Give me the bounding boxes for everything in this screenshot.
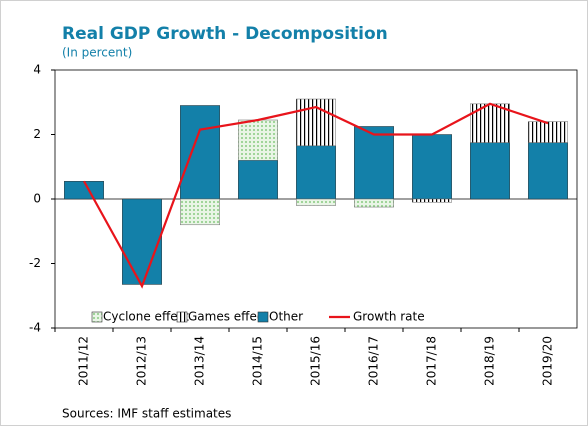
legend-label: Other [269, 310, 303, 324]
legend-label: Games effect [188, 310, 268, 324]
x-tick-label: 2012/13 [135, 336, 149, 386]
y-tick-label: 4 [33, 63, 41, 77]
bar-segment [412, 198, 452, 203]
bar-segment [122, 198, 162, 285]
bar-segment [354, 198, 394, 208]
bar-segment [296, 198, 336, 206]
chart-subtitle: (In percent) [62, 46, 132, 60]
x-tick-label: 2015/16 [309, 336, 323, 386]
legend-swatch [176, 311, 188, 323]
chart-title: Real GDP Growth - Decomposition [62, 24, 388, 44]
legend-item: Games effect [176, 310, 268, 324]
y-tick-label: -2 [29, 256, 41, 270]
x-tick-label: 2016/17 [367, 336, 381, 386]
x-tick-label: 2014/15 [251, 336, 265, 386]
bar-segment [238, 160, 278, 200]
legend-label: Cyclone effect [103, 310, 189, 324]
bar-segment [296, 145, 336, 200]
legend-swatch [91, 311, 103, 323]
x-tick-label: 2017/18 [425, 336, 439, 386]
bar-segment [238, 119, 278, 161]
x-tick-label: 2018/19 [483, 336, 497, 386]
bar-segment [528, 142, 568, 200]
x-tick-label: 2013/14 [193, 336, 207, 386]
x-tick-label: 2019/20 [541, 336, 555, 386]
legend-swatch [257, 311, 269, 323]
legend-item: Growth rate [329, 310, 425, 324]
y-tick-label: 0 [33, 192, 41, 206]
bar-segment [470, 103, 510, 143]
y-tick-label: 2 [33, 127, 41, 141]
bar-segment [354, 126, 394, 200]
line [83, 102, 549, 289]
y-tick-label: -4 [29, 321, 41, 335]
bar-segment [470, 142, 510, 200]
bar-segment [180, 198, 220, 226]
bar-segment [180, 105, 220, 200]
x-tick-label: 2011/12 [77, 336, 91, 386]
legend-label: Growth rate [353, 310, 425, 324]
legend-item: Cyclone effect [91, 310, 189, 324]
bar-segment [412, 134, 452, 200]
source: Sources: IMF staff estimates [62, 407, 231, 421]
bar-segment [528, 121, 568, 143]
bar-segment [64, 181, 104, 200]
legend-item: Other [257, 310, 303, 324]
